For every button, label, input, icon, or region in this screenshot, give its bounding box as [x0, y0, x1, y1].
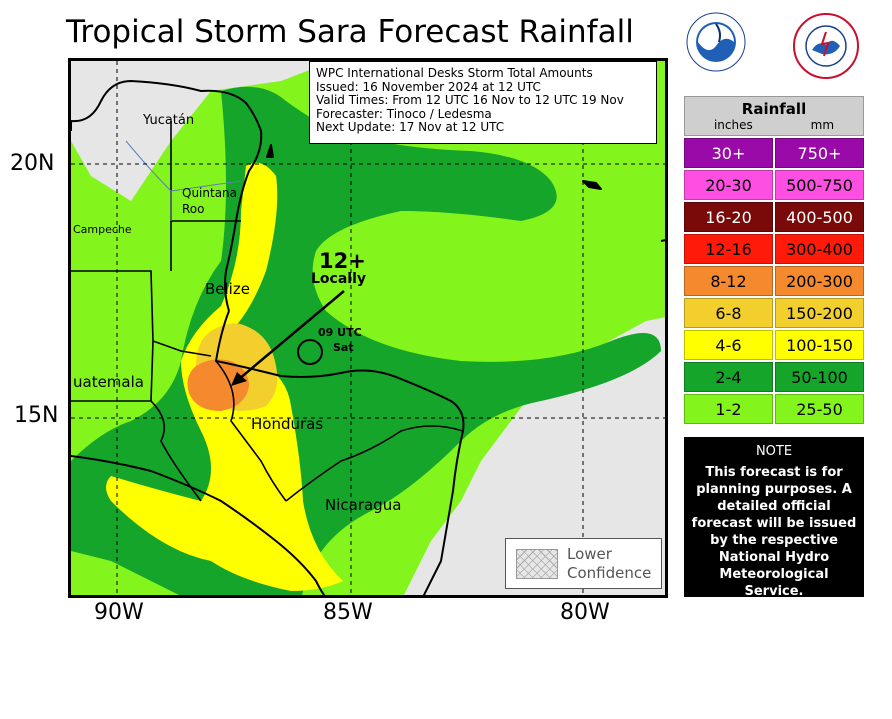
noaa-logo	[686, 12, 746, 72]
lower-confidence-key: Lower Confidence	[505, 538, 662, 589]
legend-unit-mm: mm	[810, 118, 835, 132]
rainfall-legend: Rainfall inches mm 30+ 750+ 20-30 500-750 16…	[684, 96, 864, 424]
legend-row: 20-30 500-750	[684, 170, 864, 200]
border	[150, 400, 202, 502]
max-rain-arrow	[238, 290, 345, 380]
legend-cell-in: 30+	[684, 138, 773, 168]
legend-cell-mm: 100-150	[775, 330, 864, 360]
legend-row: 30+ 750+	[684, 138, 864, 168]
legend-cell-in: 2-4	[684, 362, 773, 392]
legend-unit-inches: inches	[713, 118, 753, 132]
legend-cell-in: 4-6	[684, 330, 773, 360]
legend-cell-in: 8-12	[684, 266, 773, 296]
label-storm-day: Sat	[333, 341, 354, 354]
lower-confidence-line1: Lower	[567, 545, 612, 563]
info-line: Next Update: 17 Nov at 12 UTC	[316, 120, 505, 135]
lat-label-15n: 15N	[14, 403, 59, 428]
legend-row: 6-8 150-200	[684, 298, 864, 328]
arrow-head-icon	[231, 372, 247, 386]
island-outline	[660, 239, 665, 242]
info-line: WPC International Desks Storm Total Amou…	[316, 66, 593, 80]
legend-cell-mm: 200-300	[775, 266, 864, 296]
label-nicaragua: Nicaragua	[325, 496, 402, 514]
hatch-swatch-icon	[516, 549, 558, 579]
island-outline	[582, 180, 602, 190]
legend-cell-in: 20-30	[684, 170, 773, 200]
lon-label-85w: 85W	[323, 600, 373, 625]
legend-title: Rainfall	[741, 100, 807, 118]
label-max-value: 12+	[319, 249, 366, 273]
legend-header: Rainfall inches mm	[684, 96, 864, 136]
legend-cell-mm: 150-200	[775, 298, 864, 328]
storm-position-marker	[297, 339, 323, 365]
border	[152, 340, 212, 357]
border	[285, 425, 464, 502]
label-campeche: Campeche	[73, 223, 132, 236]
legend-row: 4-6 100-150	[684, 330, 864, 360]
legend-row: 16-20 400-500	[684, 202, 864, 232]
info-line: Valid Times: From 12 UTC 16 Nov to 12 UT…	[316, 93, 624, 108]
label-locally: Locally	[311, 271, 367, 287]
note-box: NOTE This forecast is for planning purpo…	[684, 437, 864, 599]
info-line: Issued: 16 November 2024 at 12 UTC	[316, 79, 541, 94]
page-title: Tropical Storm Sara Forecast Rainfall	[66, 14, 634, 50]
pacific-coast	[71, 455, 326, 595]
legend-cell-mm: 50-100	[775, 362, 864, 392]
yucatan-coast	[71, 80, 263, 312]
legend-row: 1-2 25-50	[684, 394, 864, 424]
legend-cell-in: 6-8	[684, 298, 773, 328]
label-honduras: Honduras	[251, 415, 324, 433]
legend-cell-in: 16-20	[684, 202, 773, 232]
note-heading: NOTE	[755, 444, 793, 459]
legend-cell-in: 12-16	[684, 234, 773, 264]
label-yucatan: Yucatán	[143, 113, 195, 128]
legend-row: 8-12 200-300	[684, 266, 864, 296]
lat-label-20n: 20N	[10, 151, 55, 176]
legend-cell-mm: 500-750	[775, 170, 864, 200]
legend-cell-mm: 400-500	[775, 202, 864, 232]
border	[215, 360, 287, 502]
legend-cell-mm: 750+	[775, 138, 864, 168]
legend-cell-mm: 300-400	[775, 234, 864, 264]
legend-row: 12-16 300-400	[684, 234, 864, 264]
lower-confidence-line2: Confidence	[567, 564, 652, 582]
label-quintana: Quintana	[182, 186, 238, 200]
nws-logo	[792, 12, 860, 80]
legend-row: 2-4 50-100	[684, 362, 864, 392]
legend-cell-mm: 25-50	[775, 394, 864, 424]
rainfall-map: Yucatán Quintana Roo Campeche Belize uat…	[68, 58, 668, 598]
label-roo: Roo	[182, 202, 205, 216]
legend-cell-in: 1-2	[684, 394, 773, 424]
info-line: Forecaster: Tinoco / Ledesma	[316, 106, 492, 121]
label-storm-time: 09 UTC	[318, 326, 362, 339]
forecast-info-box: WPC International Desks Storm Total Amou…	[309, 61, 657, 144]
label-belize: Belize	[205, 280, 250, 298]
label-guatemala: uatemala	[73, 373, 144, 391]
nicaragua-coast	[422, 430, 464, 595]
lon-label-80w: 80W	[560, 600, 610, 625]
cozumel-island	[266, 144, 274, 158]
lon-label-90w: 90W	[94, 600, 144, 625]
note-body: This forecast is for planning purposes. …	[691, 465, 857, 599]
